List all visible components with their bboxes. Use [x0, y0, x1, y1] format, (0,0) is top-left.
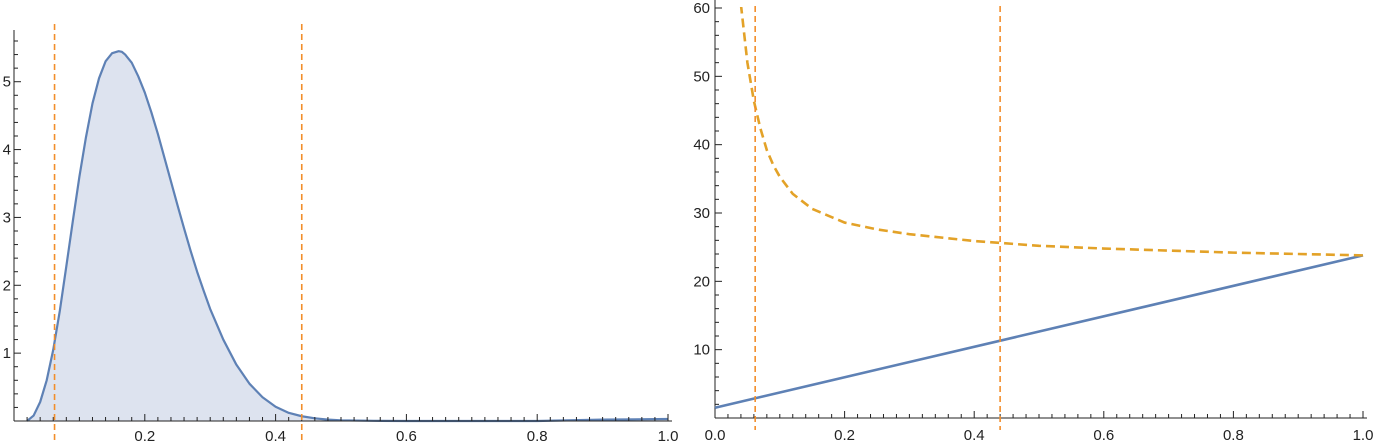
x-tick-label: 0.0	[705, 427, 726, 442]
y-tick-label: 30	[693, 205, 710, 222]
y-tick-label: 5	[3, 74, 11, 91]
y-tick-label: 60	[693, 0, 710, 17]
x-tick-label: 1.0	[658, 428, 679, 442]
dashed-curve-series	[739, 7, 1364, 257]
density-area-fill	[27, 51, 668, 422]
y-tick-label: 2	[3, 277, 11, 294]
y-tick-label: 3	[3, 209, 11, 226]
y-tick-label: 4	[3, 142, 11, 159]
x-tick-label: 0.4	[265, 428, 286, 442]
x-tick-label: 0.2	[134, 428, 155, 442]
y-tick-label: 10	[693, 342, 710, 359]
density-curve	[26, 50, 669, 423]
x-tick-label: 0.8	[1223, 427, 1244, 442]
left-chart: 0.2 0.4 0.6 0.8 1.0 1 2 3 4 5	[3, 24, 679, 442]
y-tick-label: 1	[3, 345, 11, 362]
y-tick-label: 50	[693, 68, 710, 85]
y-tick-label: 40	[693, 137, 710, 154]
y-tick-label: 20	[693, 273, 710, 290]
x-tick-label: 0.6	[396, 428, 417, 442]
x-tick-label: 0.4	[964, 427, 985, 442]
x-tick-label: 0.6	[1093, 427, 1114, 442]
solid-line-series	[714, 254, 1364, 410]
right-chart: 0.0 0.2 0.4 0.6 0.8 1.0 10 20 30 40 50 60	[693, 0, 1374, 442]
x-tick-label: 0.2	[834, 427, 855, 442]
x-tick-label: 1.0	[1353, 427, 1374, 442]
x-tick-label: 0.8	[527, 428, 548, 442]
